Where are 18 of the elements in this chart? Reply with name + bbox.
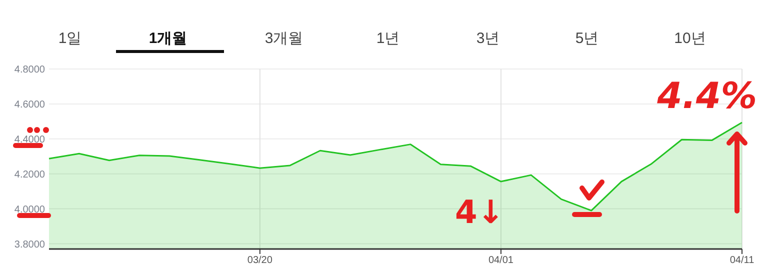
text: 5년 bbox=[575, 30, 599, 47]
y-tick-label: 4.0000 bbox=[14, 204, 46, 216]
text: 3년 bbox=[476, 30, 500, 47]
y-tick-label: 4.8000 bbox=[14, 64, 46, 76]
text: 1개월 bbox=[148, 30, 188, 47]
y-tick-label: 4.6000 bbox=[14, 99, 46, 110]
y-tick-label: 4.2000 bbox=[14, 169, 46, 180]
text: 10년 bbox=[674, 30, 706, 47]
text: 1년 bbox=[376, 30, 400, 47]
y-tick-label: 4.4000 bbox=[14, 134, 46, 146]
x-tick-label: 04/01 bbox=[488, 255, 514, 266]
x-tick-label: 04/11 bbox=[730, 255, 755, 266]
text: 3개월 bbox=[264, 30, 304, 47]
y-tick-label: 3.8000 bbox=[14, 239, 46, 250]
text: 1일 bbox=[58, 30, 82, 47]
x-tick-label: 03/20 bbox=[247, 255, 273, 266]
annotation: 4.4% bbox=[656, 76, 757, 117]
annotation: 4↓ bbox=[455, 193, 504, 231]
